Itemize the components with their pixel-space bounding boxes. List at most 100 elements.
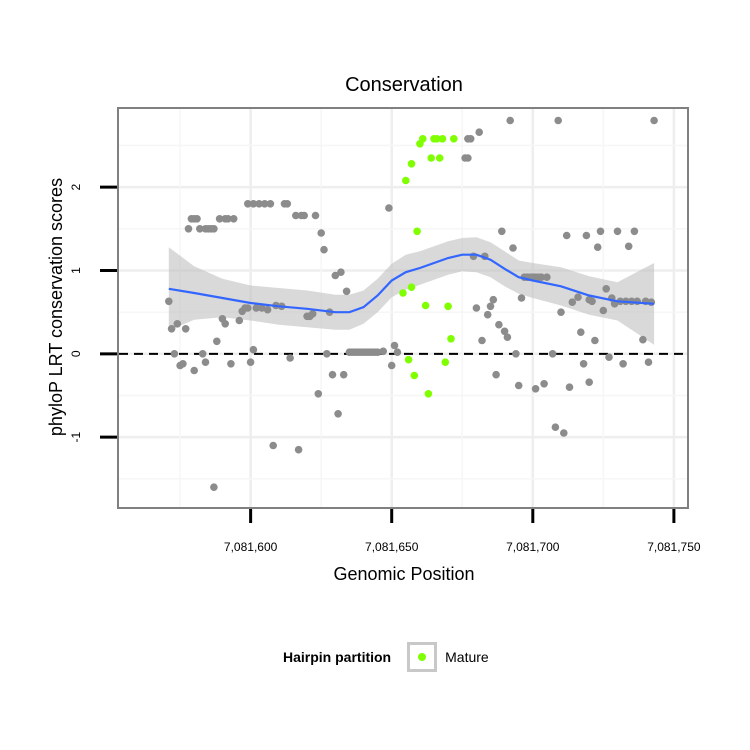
data-point	[314, 390, 323, 398]
data-point	[475, 128, 484, 136]
data-point	[165, 297, 173, 306]
data-point-mature	[441, 358, 450, 367]
x-tick-label: 7,081,750	[647, 540, 701, 554]
data-point-mature	[444, 302, 452, 311]
data-point	[486, 302, 495, 311]
data-point	[548, 350, 557, 358]
data-point	[644, 358, 653, 367]
data-point	[560, 429, 568, 437]
x-tick-label: 7,081,650	[365, 540, 419, 554]
data-point	[483, 310, 492, 319]
data-point	[591, 336, 599, 345]
data-point	[639, 335, 647, 344]
data-point	[255, 200, 263, 208]
data-point	[266, 200, 275, 208]
data-point	[633, 297, 641, 306]
data-point	[387, 361, 396, 370]
data-point	[198, 350, 207, 358]
data-point	[181, 325, 190, 333]
data-point	[283, 200, 292, 208]
data-point	[540, 380, 548, 388]
data-point	[517, 294, 526, 302]
data-point	[585, 378, 593, 387]
data-point	[334, 410, 342, 418]
legend-key	[407, 642, 438, 672]
data-point	[252, 304, 261, 312]
data-point	[227, 360, 235, 368]
data-point	[554, 116, 562, 125]
data-point	[246, 358, 255, 367]
data-point	[201, 358, 210, 367]
data-point	[613, 227, 622, 236]
data-point	[286, 354, 294, 362]
data-point	[562, 231, 571, 240]
data-point	[588, 297, 596, 306]
x-tick-label: 7,081,600	[224, 540, 278, 554]
data-point	[531, 385, 540, 393]
data-point	[193, 215, 201, 223]
data-point	[173, 320, 182, 328]
confidence-band-area	[168, 237, 655, 345]
data-point-mature	[447, 335, 455, 343]
points-mature	[399, 135, 458, 398]
data-point-mature	[450, 135, 458, 143]
data-point	[599, 306, 608, 315]
y-tick-label: 1	[69, 267, 83, 274]
data-point-mature	[413, 227, 421, 236]
data-point	[229, 215, 238, 223]
data-point	[179, 360, 187, 368]
data-point	[619, 360, 627, 368]
data-point	[328, 370, 337, 379]
data-point	[249, 200, 258, 208]
data-point	[489, 295, 498, 304]
confidence-band	[168, 237, 655, 345]
data-point-mature	[407, 160, 416, 168]
data-point-mature	[435, 154, 444, 162]
data-point-mature	[407, 283, 416, 292]
data-point	[244, 304, 252, 312]
x-axis-title: Genomic Position	[333, 564, 474, 584]
x-tick-label: 7,081,700	[506, 540, 560, 554]
data-point	[269, 441, 278, 450]
data-point	[390, 341, 399, 350]
data-point	[258, 304, 266, 312]
data-point	[224, 215, 232, 223]
data-point	[337, 268, 345, 277]
data-point	[582, 231, 591, 240]
x-axis: 7,081,600 7,081,650 7,081,700 7,081,750	[224, 509, 701, 554]
data-point	[568, 298, 577, 307]
legend: Hairpin partition Mature	[283, 640, 489, 674]
data-point	[605, 353, 613, 362]
data-point	[512, 350, 520, 358]
data-point	[184, 225, 193, 233]
data-point	[492, 370, 500, 379]
smooth-curve	[168, 253, 655, 314]
data-point	[244, 200, 252, 208]
data-point	[500, 327, 509, 336]
data-point	[260, 200, 269, 208]
data-point	[624, 242, 633, 251]
data-point	[393, 348, 402, 357]
data-point	[498, 227, 506, 236]
data-point-mature	[410, 371, 419, 380]
data-point	[294, 445, 303, 454]
smooth-line	[168, 253, 655, 314]
data-point	[650, 116, 658, 125]
data-point	[577, 328, 585, 337]
data-point	[385, 204, 393, 212]
data-point	[170, 350, 179, 358]
chart-title: Conservation	[345, 74, 463, 96]
legend-label-mature: Mature	[445, 649, 489, 665]
data-point-mature	[402, 176, 410, 185]
data-point	[514, 381, 523, 390]
data-point	[190, 366, 198, 375]
legend-title: Hairpin partition	[283, 649, 392, 665]
data-point-mature	[404, 355, 413, 364]
data-point	[503, 333, 512, 342]
data-point	[308, 310, 317, 318]
data-point	[478, 336, 486, 345]
data-point	[221, 320, 229, 328]
data-point	[235, 316, 244, 325]
data-point	[565, 383, 574, 392]
